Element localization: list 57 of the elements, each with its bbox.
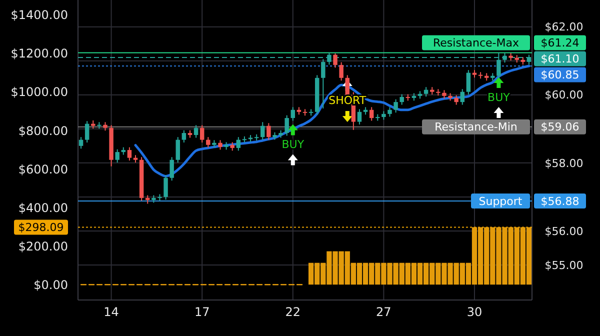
candlestick (170, 156, 174, 182)
candlestick (424, 86, 428, 98)
y-tick-label: $1200.00 (10, 46, 68, 61)
candlestick (357, 108, 362, 125)
candlestick (466, 70, 471, 96)
candlestick (388, 106, 392, 118)
y-tick-label: $600.00 (18, 162, 68, 176)
y2-tick-label: $56.00 (544, 224, 584, 238)
candlestick (84, 120, 90, 144)
ref-line-label: $56.88 (540, 194, 580, 208)
ref-line-label: $60.85 (540, 68, 580, 82)
y-tick-label: $1400.00 (10, 8, 68, 22)
ref-line-label: $61.24 (540, 36, 580, 50)
y2-tick-label: $62.00 (544, 20, 584, 34)
candlestick (115, 148, 120, 164)
candlestick (164, 174, 168, 200)
y2-tick-label: $58.00 (544, 156, 584, 170)
candlestick (400, 94, 404, 106)
ref-line-label: $59.06 (540, 120, 580, 134)
candlestick (284, 114, 289, 136)
y-tick-label: $800.00 (18, 124, 68, 138)
x-tick-label: 30 (466, 305, 482, 319)
candlestick (369, 106, 374, 122)
ref-line-label: $61.10 (540, 52, 580, 66)
y2-tick-label: $60.00 (544, 88, 584, 102)
candlestick (206, 136, 210, 148)
annotation: BUY (282, 138, 304, 152)
y2-tick-label: $55.00 (544, 258, 584, 272)
x-tick-label: 17 (194, 305, 210, 319)
candlestick (460, 88, 465, 106)
x-tick-label: 22 (285, 305, 301, 319)
y-tick-label: $0.00 (34, 278, 68, 292)
x-tick-label: 27 (376, 305, 392, 319)
annotation: Resistance-Min (434, 120, 518, 134)
annotation: Support (478, 194, 523, 208)
y-tick-label: $400.00 (18, 200, 68, 215)
candlestick (339, 62, 344, 82)
candlestick (394, 98, 398, 114)
x-tick-label: 14 (104, 305, 119, 319)
candlestick (260, 122, 265, 140)
annotation: Resistance-Max (433, 36, 520, 50)
candlestick (454, 94, 458, 106)
candlestick (127, 146, 132, 162)
candlestick (290, 106, 296, 122)
candlestick (182, 130, 186, 144)
candlestick (236, 136, 241, 152)
candlestick (218, 140, 222, 150)
y-tick-label: $200.00 (18, 239, 68, 254)
candlestick (176, 136, 180, 164)
candlestick (266, 122, 271, 140)
ref-line-label: $298.09 (18, 221, 64, 234)
candlestick (78, 136, 84, 150)
y-tick-label: $1000.00 (10, 85, 68, 100)
candlestick (333, 52, 338, 68)
annotation: BUY (488, 90, 510, 104)
candlestick (194, 124, 198, 138)
candlestick (200, 124, 204, 144)
